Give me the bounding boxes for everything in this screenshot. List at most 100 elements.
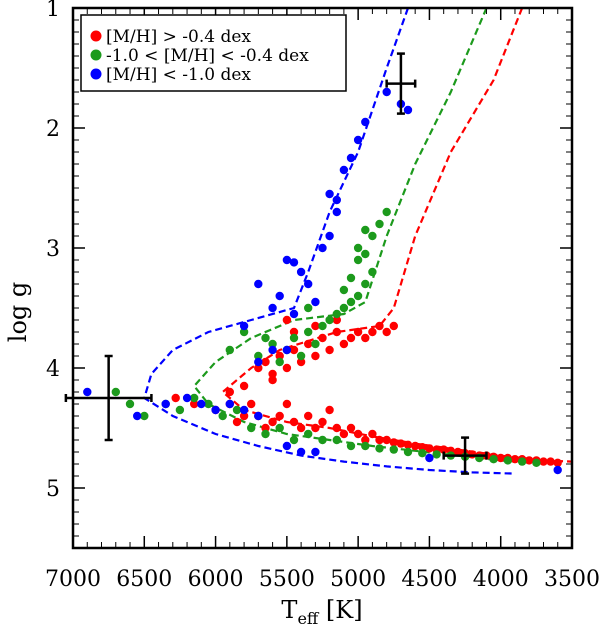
data-point-series-2 xyxy=(339,165,349,175)
data-point-series-0 xyxy=(453,447,463,457)
data-point-series-1 xyxy=(361,249,370,259)
data-point-series-1 xyxy=(339,285,349,295)
errorbar-layer xyxy=(64,52,488,475)
data-point-series-2 xyxy=(268,345,277,355)
data-point-series-1 xyxy=(304,327,313,337)
data-point-series-1 xyxy=(296,351,306,361)
data-point-series-0 xyxy=(318,333,327,343)
data-point-series-2 xyxy=(254,357,263,367)
data-point-series-1 xyxy=(489,455,498,464)
data-point-series-1 xyxy=(232,405,242,415)
x-tick-label: 5000 xyxy=(330,567,386,592)
legend-marker-intermediate xyxy=(90,49,102,61)
data-point-series-0 xyxy=(318,417,327,427)
legend: [M/H] > -0.4 dex -1.0 < [M/H] < -0.4 dex… xyxy=(80,14,347,92)
data-point-series-1 xyxy=(289,333,299,343)
data-point-series-1 xyxy=(304,429,313,439)
data-point-series-2 xyxy=(282,255,292,265)
data-point-series-1 xyxy=(532,458,541,467)
data-point-series-1 xyxy=(375,219,384,229)
data-point-series-0 xyxy=(261,357,270,367)
data-point-series-2 xyxy=(83,387,92,397)
data-point-series-0 xyxy=(239,411,249,421)
y-tick-label: 3 xyxy=(46,237,60,262)
legend-box xyxy=(80,14,347,92)
data-point-series-0 xyxy=(361,333,370,343)
data-point-series-1 xyxy=(403,447,413,457)
data-point-series-1 xyxy=(175,405,185,415)
data-point-series-0 xyxy=(496,453,505,463)
data-point-series-2 xyxy=(403,105,413,115)
data-point-series-2 xyxy=(282,345,292,355)
data-point-series-2 xyxy=(332,195,341,205)
data-point-series-1 xyxy=(375,444,384,453)
y-ticks: 1 2 3 4 5 xyxy=(46,0,572,549)
x-tick-label: 7000 xyxy=(45,567,101,592)
y-tick-label: 5 xyxy=(46,477,60,502)
plot-frame xyxy=(71,6,574,550)
data-point-series-1 xyxy=(346,441,356,451)
data-point-series-2 xyxy=(239,405,249,415)
data-point-series-0 xyxy=(275,411,284,421)
data-point-series-0 xyxy=(268,417,277,427)
data-point-series-1 xyxy=(218,411,227,421)
y-tick-label: 1 xyxy=(46,0,60,22)
data-point-series-0 xyxy=(361,435,370,445)
x-tick-label: 3500 xyxy=(544,567,600,592)
data-point-series-2 xyxy=(425,453,434,463)
legend-marker-metal-poor xyxy=(90,68,102,80)
data-point-series-1 xyxy=(368,267,377,277)
data-point-series-2 xyxy=(239,321,249,331)
legend-label-metal-rich: [M/H] > -0.4 dex xyxy=(106,27,251,47)
data-point-series-0 xyxy=(289,417,299,427)
data-point-series-0 xyxy=(510,455,520,464)
y-tick-label: 2 xyxy=(46,117,60,142)
data-point-series-1 xyxy=(418,449,427,458)
data-point-series-2 xyxy=(268,303,277,313)
data-point-series-0 xyxy=(254,363,263,373)
data-point-series-0 xyxy=(311,423,320,433)
data-point-series-2 xyxy=(353,135,363,145)
data-point-series-2 xyxy=(275,291,284,301)
data-point-series-2 xyxy=(211,405,220,415)
data-point-series-0 xyxy=(353,429,363,439)
data-point-series-1 xyxy=(190,393,199,403)
data-point-series-0 xyxy=(232,417,242,427)
data-point-series-0 xyxy=(171,393,180,403)
data-point-series-1 xyxy=(311,339,320,349)
data-point-series-2 xyxy=(346,153,356,163)
data-point-series-0 xyxy=(525,456,534,465)
data-point-series-1 xyxy=(261,429,270,439)
data-point-series-2 xyxy=(197,399,206,409)
data-point-series-1 xyxy=(261,333,270,343)
data-point-series-0 xyxy=(332,423,341,433)
data-point-series-0 xyxy=(296,357,306,367)
data-point-series-1 xyxy=(254,351,263,361)
x-axis-title-unit: [K] xyxy=(318,596,362,624)
data-point-series-2 xyxy=(318,243,327,253)
data-point-series-0 xyxy=(403,440,413,449)
data-point-series-0 xyxy=(396,439,406,448)
x-axis-title-main: T xyxy=(281,596,297,624)
x-axis-title-sub: eff xyxy=(297,609,319,628)
data-point-series-1 xyxy=(389,445,398,454)
data-point-series-1 xyxy=(325,315,334,325)
data-point-series-0 xyxy=(304,339,313,349)
data-point-series-2 xyxy=(182,393,192,403)
data-point-series-0 xyxy=(304,411,313,421)
data-point-series-2 xyxy=(282,441,292,451)
data-point-series-1 xyxy=(268,339,277,349)
data-point-series-2 xyxy=(311,447,320,457)
data-point-series-2 xyxy=(304,279,313,289)
data-point-series-0 xyxy=(382,327,391,337)
data-point-series-2 xyxy=(311,297,320,307)
x-ticks: 7000 6500 6000 5500 5000 4500 4000 3500 xyxy=(45,8,600,592)
data-point-series-0 xyxy=(247,399,256,409)
data-point-series-1 xyxy=(353,243,363,253)
data-point-series-0 xyxy=(282,399,292,409)
data-point-series-0 xyxy=(332,327,341,337)
data-point-series-0 xyxy=(282,363,292,373)
data-point-series-1 xyxy=(353,291,363,301)
data-point-series-2 xyxy=(289,309,299,319)
legend-label-metal-poor: [M/H] < -1.0 dex xyxy=(106,65,251,85)
